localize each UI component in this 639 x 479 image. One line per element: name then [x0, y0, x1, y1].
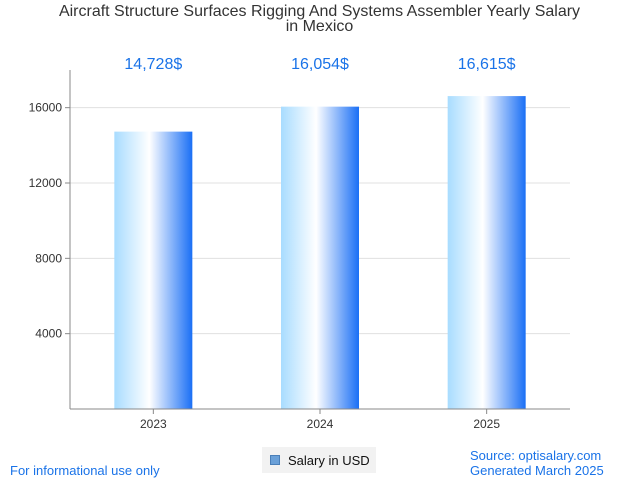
data-label-2023: 14,728$ [124, 56, 182, 73]
bar-2023 [114, 131, 193, 409]
x-tick-label-2023: 2023 [140, 417, 167, 431]
chart-title-line-1: Aircraft Structure Surfaces Rigging And … [58, 3, 581, 20]
legend-swatch [270, 455, 280, 465]
info-disclaimer: For informational use only [10, 463, 160, 478]
data-label-2024: 16,054$ [291, 56, 349, 73]
x-tick-label-2024: 2024 [307, 417, 334, 431]
source-credit: Source: optisalary.com [470, 448, 602, 463]
legend-label: Salary in USD [288, 452, 370, 468]
y-tick-label: 8000 [35, 251, 62, 265]
chart-legend: Salary in USD [262, 447, 376, 473]
y-tick-label: 16000 [29, 101, 63, 115]
y-tick-label: 4000 [35, 327, 62, 341]
bar-2024 [281, 106, 359, 410]
bar-2025 [447, 96, 526, 409]
chart-title-line-2: in Mexico [285, 18, 354, 35]
x-tick-label-2025: 2025 [473, 417, 500, 431]
data-label-2025: 16,615$ [458, 56, 516, 73]
y-tick-label: 12000 [29, 176, 63, 190]
generated-date: Generated March 2025 [470, 463, 604, 478]
